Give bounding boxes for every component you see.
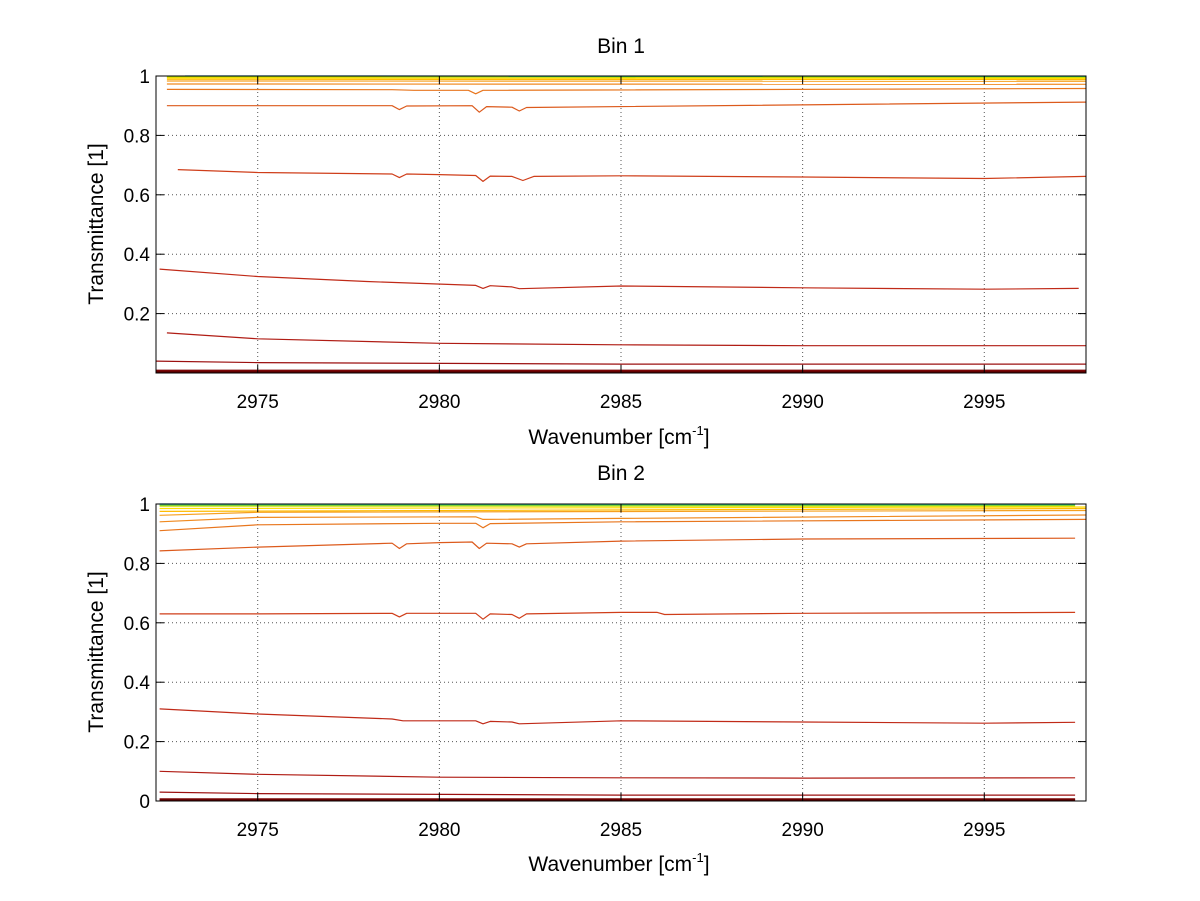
x-axis-label-sup: -1 [692, 423, 704, 438]
x-tick-label: 2975 [237, 820, 279, 841]
x-axis-label-close: ] [704, 853, 710, 876]
y-tick-label: 0 [139, 792, 150, 813]
x-tick-label: 2985 [600, 820, 642, 841]
y-tick-label: 0.2 [124, 733, 150, 754]
series-line-12 [166, 332, 1086, 347]
series-line-13 [155, 360, 1086, 365]
y-tick-label: 0.2 [124, 305, 150, 326]
tick-layer: 2975 2980 2985 2990 2995 0 0.2 0.4 0.6 0.8 1 [124, 495, 1086, 841]
series-line-8 [159, 518, 1087, 532]
series-line-10 [177, 169, 1087, 182]
y-tick-label: 1 [139, 67, 150, 88]
series-line-9 [159, 537, 1076, 552]
series-line-5 [159, 507, 1087, 512]
subplot-bin-1: Bin 1 2975 2980 2985 2990 29950.20.40.60.81 … [85, 35, 1087, 449]
x-tick-label: 2995 [963, 392, 1005, 413]
x-axis-label-text: Wavenumber [cm [528, 426, 692, 449]
series-line-11 [159, 708, 1076, 725]
series-line-9 [166, 101, 1087, 113]
series-line-11 [159, 268, 1079, 290]
series-line-13 [159, 791, 1076, 796]
subplot-title: Bin 2 [597, 462, 645, 485]
x-tick-label: 2975 [237, 392, 279, 413]
series-line-8 [166, 87, 1087, 95]
x-axis-label-sup: -1 [692, 850, 704, 865]
series-line-4 [159, 506, 1087, 510]
subplot-bin-2: Bin 2 2975 2980 2985 2990 2995 0 0.2 0.4 0.6 0.8 1… [85, 462, 1087, 876]
x-tick-label: 2980 [418, 820, 460, 841]
y-tick-label: 0.8 [124, 126, 150, 147]
y-tick-label: 0.6 [124, 614, 150, 635]
y-tick-label: 0.4 [124, 673, 151, 694]
y-tick-label: 1 [139, 495, 150, 516]
x-axis-label-text: Wavenumber [cm [528, 853, 692, 876]
x-axis-label: Wavenumber [cm-1] [528, 423, 709, 449]
y-tick-label: 0.8 [124, 554, 150, 575]
tick-layer: 2975 2980 2985 2990 2995 0.2 0.4 0.6 0.8 1 [124, 67, 1086, 413]
x-tick-label: 2990 [782, 820, 824, 841]
y-tick-label: 0.4 [124, 245, 151, 266]
series-line-10 [159, 611, 1076, 620]
x-tick-label: 2980 [418, 392, 460, 413]
y-tick-label: 0.6 [124, 186, 150, 207]
series-line-7 [159, 514, 1087, 523]
series-line-6 [159, 509, 1087, 516]
x-axis-label: Wavenumber [cm-1] [528, 850, 709, 876]
x-tick-label: 2985 [600, 392, 642, 413]
series-layer [159, 503, 1087, 802]
series-layer [155, 75, 1087, 374]
x-tick-label: 2990 [782, 392, 824, 413]
y-axis-label: Transmittance [1] [85, 571, 108, 732]
x-axis-label-close: ] [704, 426, 710, 449]
x-tick-label: 2995 [963, 820, 1005, 841]
subplot-title: Bin 1 [597, 35, 645, 58]
grid [156, 75, 1086, 373]
y-axis-label: Transmittance [1] [85, 143, 108, 304]
series-line-12 [159, 770, 1076, 779]
grid [156, 503, 1086, 802]
